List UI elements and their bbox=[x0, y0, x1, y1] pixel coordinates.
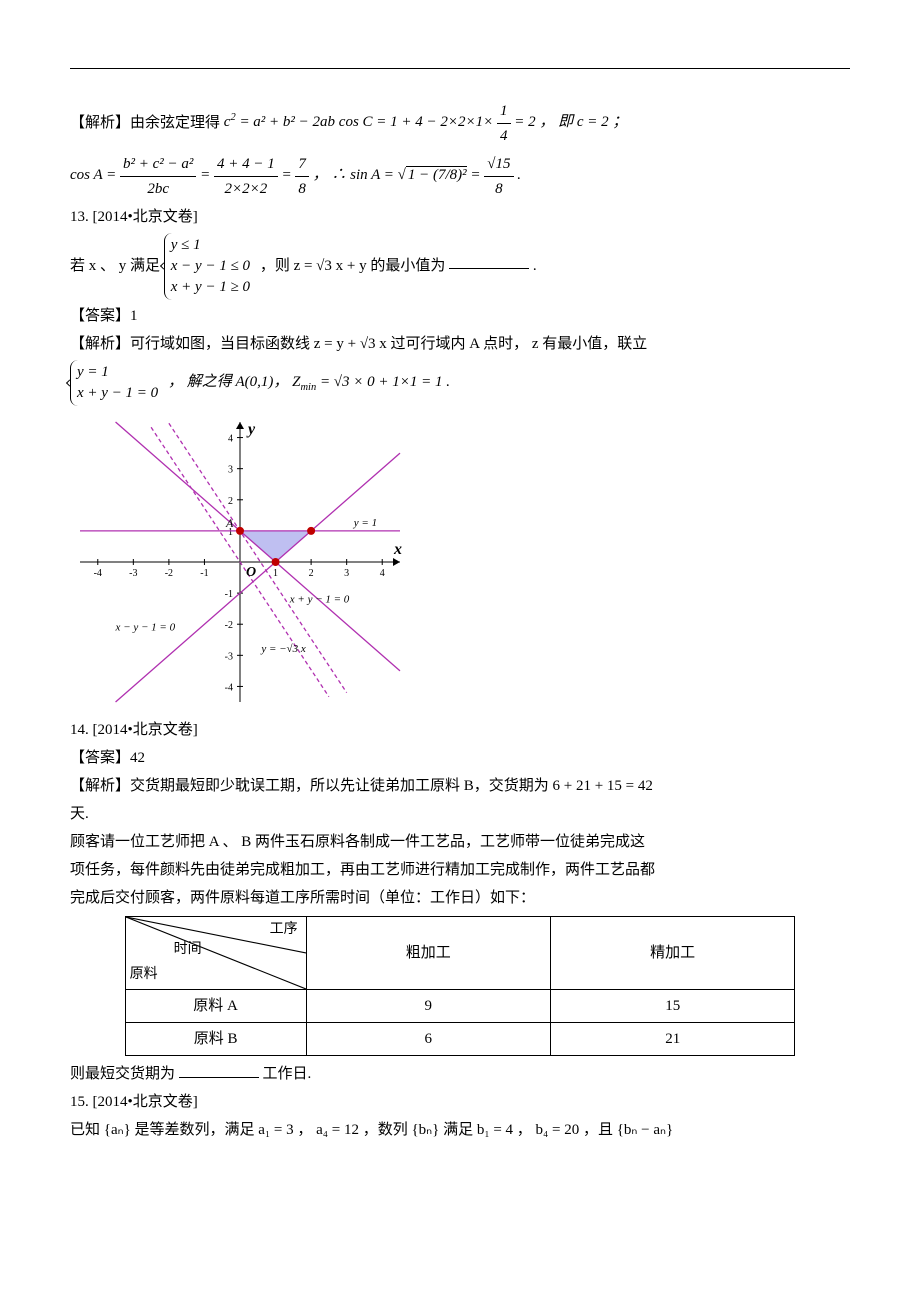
svg-text:-4: -4 bbox=[94, 568, 102, 579]
p14-expl2: 天. bbox=[70, 802, 850, 826]
p14-body3: 完成后交付顾客，两件原料每道工序所需时间（单位：工作日）如下： bbox=[70, 886, 850, 910]
svg-text:4: 4 bbox=[228, 433, 233, 444]
table-row: 原料 A 9 15 bbox=[125, 989, 795, 1022]
blank-field bbox=[449, 253, 529, 269]
p13-ans: 【答案】1 bbox=[70, 304, 850, 328]
process-table: 工序 时间 原料 粗加工 精加工 原料 A 9 15 原料 B 6 21 bbox=[125, 916, 796, 1056]
p14-expl1: 【解析】交货期最短即少耽误工期，所以先让徒弟加工原料 B，交货期为 6 + 21… bbox=[70, 774, 850, 798]
svg-text:-1: -1 bbox=[200, 568, 208, 579]
cell: 9 bbox=[306, 989, 550, 1022]
svg-text:y = −√3 x: y = −√3 x bbox=[260, 643, 306, 655]
svg-text:x + y − 1 = 0: x + y − 1 = 0 bbox=[289, 593, 350, 605]
p15-head: 15. [2014•北京文卷] bbox=[70, 1090, 850, 1114]
p14-body2: 项任务，每件颜料先由徒弟完成粗加工，再由工艺师进行精加工完成制作，两件工艺品都 bbox=[70, 858, 850, 882]
blank-field bbox=[179, 1062, 259, 1078]
brace-icon: y ≤ 1 x − y − 1 ≤ 0 x + y − 1 ≥ 0 bbox=[164, 233, 256, 300]
svg-text:2: 2 bbox=[228, 495, 233, 506]
svg-text:-2: -2 bbox=[225, 620, 233, 631]
p14-tail: 则最短交货期为 工作日. bbox=[70, 1062, 850, 1086]
col-header: 精加工 bbox=[550, 916, 794, 989]
p12-eq1: c2 = a² + b² − 2ab cos C = 1 + 4 − 2×2×1… bbox=[224, 114, 628, 130]
svg-text:-4: -4 bbox=[225, 682, 233, 693]
svg-text:3: 3 bbox=[228, 464, 233, 475]
col-header: 粗加工 bbox=[306, 916, 550, 989]
svg-text:3: 3 bbox=[344, 568, 349, 579]
p12-line1: 【解析】由余弦定理得 c2 = a² + b² − 2ab cos C = 1 … bbox=[70, 99, 850, 148]
cell: 15 bbox=[550, 989, 794, 1022]
p12-line2: cos A = b² + c² − a²2bc = 4 + 4 − 12×2×2… bbox=[70, 152, 850, 201]
feasible-region-chart: -4-3-2-11234-4-3-2-11234xyOAy = 1x − y −… bbox=[70, 412, 410, 712]
p13-stmt: 若 x 、 y 满足 y ≤ 1 x − y − 1 ≤ 0 x + y − 1… bbox=[70, 233, 850, 300]
svg-text:-2: -2 bbox=[165, 568, 173, 579]
p15-body: 已知 {aₙ} 是等差数列，满足 a₁ = 3 ， a₄ = 12 ，数列 {b… bbox=[70, 1118, 850, 1142]
page-rule bbox=[70, 68, 850, 69]
svg-text:4: 4 bbox=[380, 568, 385, 579]
p14-body1: 顾客请一位工艺师把 A 、 B 两件玉石原料各制成一件工艺品，工艺师带一位徒弟完… bbox=[70, 830, 850, 854]
svg-text:y: y bbox=[246, 421, 256, 438]
svg-text:x − y − 1 = 0: x − y − 1 = 0 bbox=[115, 621, 176, 633]
svg-text:y = 1: y = 1 bbox=[353, 516, 377, 528]
cell: 21 bbox=[550, 1022, 794, 1055]
svg-text:2: 2 bbox=[309, 568, 314, 579]
p13-head: 13. [2014•北京文卷] bbox=[70, 205, 850, 229]
p13-expl1: 【解析】可行域如图，当目标函数线 z = y + √3 x 过可行域内 A 点时… bbox=[70, 332, 850, 356]
svg-text:-3: -3 bbox=[225, 651, 233, 662]
svg-text:x: x bbox=[393, 541, 402, 558]
table-row: 工序 时间 原料 粗加工 精加工 bbox=[125, 916, 795, 989]
svg-text:A: A bbox=[225, 515, 234, 529]
p14-head: 14. [2014•北京文卷] bbox=[70, 718, 850, 742]
svg-text:-3: -3 bbox=[129, 568, 137, 579]
svg-text:-1: -1 bbox=[225, 589, 233, 600]
svg-text:O: O bbox=[246, 565, 256, 580]
row-label: 原料 B bbox=[125, 1022, 306, 1055]
diag-header-cell: 工序 时间 原料 bbox=[125, 916, 306, 989]
p12-prefix: 【解析】由余弦定理得 bbox=[70, 114, 224, 130]
brace-icon: y = 1 x + y − 1 = 0 bbox=[70, 360, 164, 406]
p14-ans: 【答案】42 bbox=[70, 746, 850, 770]
svg-text:1: 1 bbox=[273, 568, 278, 579]
row-label: 原料 A bbox=[125, 989, 306, 1022]
cell: 6 bbox=[306, 1022, 550, 1055]
table-row: 原料 B 6 21 bbox=[125, 1022, 795, 1055]
p13-expl2: y = 1 x + y − 1 = 0 ， 解之得 A(0,1)， Zmin =… bbox=[70, 360, 850, 406]
